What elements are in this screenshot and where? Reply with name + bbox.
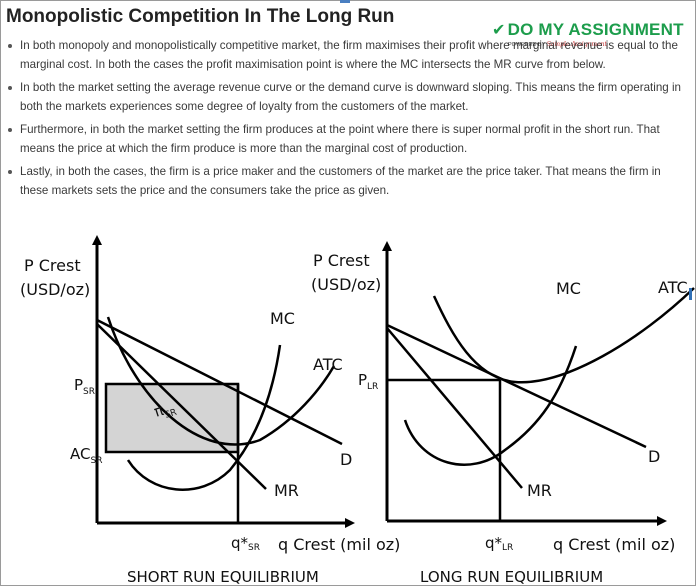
- short-run-mr-label: MR: [274, 481, 299, 500]
- long-run-demand-label: D: [648, 447, 660, 466]
- logo-powered-by: POWERED BY: [508, 42, 546, 48]
- brand-logo: ✔ DO MY ASSIGNMENT POWERED BY Sample Assi…: [492, 20, 692, 54]
- short-run-mc-label: MC: [270, 309, 295, 328]
- bullet-list: In both monopoly and monopolistically co…: [6, 36, 686, 204]
- check-icon: ✔: [492, 22, 506, 39]
- long-run-caption: LONG RUN EQUILIBRIUM: [420, 568, 603, 586]
- page-title: Monopolistic Competition In The Long Run: [6, 6, 395, 27]
- long-run-graph: P Crest (USD/oz) PLR MC ATC D MR q*LR q …: [311, 241, 695, 586]
- long-run-atc-curve: [432, 287, 695, 384]
- long-run-mc-label: MC: [556, 279, 581, 298]
- short-run-atc-label: ATC: [313, 355, 343, 374]
- short-run-demand-curve: [96, 318, 343, 446]
- long-run-quantity-label-main: q*: [485, 534, 503, 552]
- logo-name: ✔ DO MY ASSIGNMENT: [492, 20, 684, 40]
- edge-marker: [689, 288, 692, 300]
- long-run-mr-label: MR: [527, 481, 552, 500]
- short-run-profit-label-sub: SR: [164, 408, 178, 421]
- short-run-mc-curve: [126, 344, 282, 491]
- short-run-price-label: PSR: [74, 376, 95, 397]
- short-run-demand-label: D: [340, 450, 352, 469]
- short-run-ac-label-sub: SR: [90, 456, 102, 466]
- short-run-x-axis-label: q Crest (mil oz): [278, 535, 400, 554]
- short-run-price-label-main: P: [74, 376, 83, 394]
- long-run-quantity-label: q*LR: [485, 534, 513, 553]
- bullet-item: Lastly, in both the cases, the firm is a…: [6, 162, 686, 200]
- long-run-price-label-main: P: [358, 371, 367, 389]
- top-edge-marker: [340, 0, 350, 3]
- bullet-item: In both monopoly and monopolistically co…: [6, 36, 686, 74]
- bullet-item: Furthermore, in both the market setting …: [6, 120, 686, 158]
- short-run-ac-label: ACSR: [70, 445, 102, 466]
- long-run-price-label-sub: LR: [367, 382, 378, 392]
- logo-name-text: DO MY ASSIGNMENT: [507, 20, 684, 39]
- short-run-caption: SHORT RUN EQUILIBRIUM: [127, 568, 319, 586]
- long-run-mc-curve: [403, 345, 578, 466]
- bullet-item: In both the market setting the average r…: [6, 78, 686, 116]
- short-run-y-axis-label-1: P Crest: [24, 256, 81, 275]
- short-run-quantity-label: q*SR: [231, 534, 260, 553]
- short-run-atc-curve: [106, 316, 336, 446]
- short-run-ac-label-main: AC: [70, 445, 90, 463]
- short-run-quantity-label-sub: SR: [248, 543, 260, 553]
- long-run-demand-curve: [386, 323, 647, 449]
- short-run-graph: P Crest (USD/oz) PSR ACSR πSR MC ATC D M…: [20, 235, 400, 586]
- short-run-quantity-label-main: q*: [231, 534, 249, 552]
- long-run-y-axis-label-1: P Crest: [313, 251, 370, 270]
- long-run-x-axis-label: q Crest (mil oz): [553, 535, 675, 554]
- long-run-quantity-label-sub: LR: [502, 543, 513, 553]
- long-run-atc-label: ATC: [658, 278, 688, 297]
- long-run-y-axis-label-2: (USD/oz): [311, 275, 381, 294]
- logo-brand: Sample Assignment: [546, 41, 607, 48]
- long-run-price-label: PLR: [358, 371, 378, 392]
- short-run-price-label-sub: SR: [83, 387, 95, 397]
- short-run-y-axis-label-2: (USD/oz): [20, 280, 90, 299]
- logo-tagline: POWERED BY Sample Assignment: [508, 41, 607, 48]
